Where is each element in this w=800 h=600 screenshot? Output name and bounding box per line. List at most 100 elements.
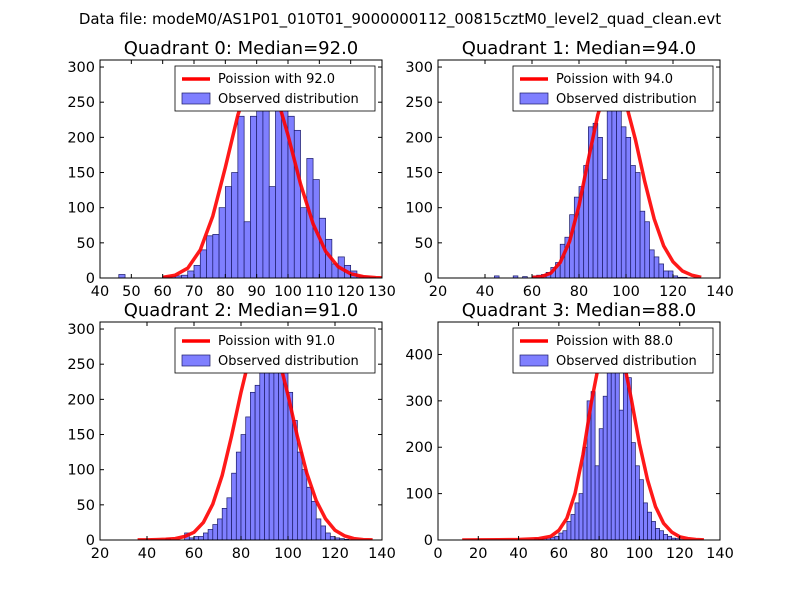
y-tick-label: 100 bbox=[405, 487, 433, 503]
histogram-bar bbox=[597, 137, 603, 278]
legend-bar-label: Observed distribution bbox=[218, 92, 359, 107]
histogram-bar bbox=[198, 536, 204, 540]
x-tick-label: 60 bbox=[550, 546, 568, 562]
y-tick-label: 200 bbox=[405, 440, 433, 456]
x-tick-label: 0 bbox=[433, 546, 442, 562]
histogram-bar bbox=[206, 235, 214, 278]
histogram-bar bbox=[639, 210, 646, 278]
histogram-bar bbox=[625, 137, 632, 278]
x-tick-label: 40 bbox=[138, 546, 156, 562]
histogram-bar bbox=[667, 270, 674, 278]
y-tick-label: 150 bbox=[405, 166, 433, 182]
histogram-bar bbox=[554, 535, 560, 540]
histogram-bar bbox=[250, 115, 258, 278]
panel-quadrant-3: Quadrant 3: Median=88.0 0 20 40 60 80 100 120 14… bbox=[405, 300, 734, 562]
histogram-bar bbox=[594, 465, 600, 540]
histogram-bar bbox=[620, 126, 627, 278]
y-tick-label: 300 bbox=[67, 60, 95, 76]
histogram-bar bbox=[562, 530, 568, 540]
panel-title: Quadrant 1: Median=94.0 bbox=[462, 38, 697, 59]
x-tick-label: 20 bbox=[91, 546, 109, 562]
histogram-bar bbox=[226, 497, 232, 540]
histogram-bar bbox=[655, 528, 660, 540]
histogram-bar bbox=[663, 534, 668, 540]
histogram-bar bbox=[643, 502, 648, 540]
x-tick-label: 120 bbox=[659, 284, 687, 300]
histogram-bar bbox=[606, 94, 613, 278]
x-tick-label: 100 bbox=[274, 284, 302, 300]
x-tick-label: 140 bbox=[368, 546, 396, 562]
y-tick-label: 100 bbox=[67, 463, 95, 479]
histogram-bar bbox=[311, 500, 317, 540]
x-tick-label: 40 bbox=[476, 284, 494, 300]
y-tick-label: 0 bbox=[424, 271, 433, 287]
histogram-bar bbox=[231, 472, 237, 540]
y-tick-label: 50 bbox=[77, 498, 95, 514]
histogram-bar bbox=[221, 508, 228, 540]
legend: Poission with 92.0 Observed distribution bbox=[174, 65, 376, 112]
histogram-bar bbox=[602, 179, 608, 278]
legend: Poission with 91.0 Observed distribution bbox=[174, 327, 376, 374]
histogram-bar bbox=[578, 493, 584, 540]
histogram-bar bbox=[207, 529, 214, 540]
histogram-bar bbox=[610, 354, 616, 540]
histogram-bar bbox=[320, 525, 326, 540]
histogram-bar bbox=[224, 186, 232, 278]
histogram-bar bbox=[203, 532, 209, 540]
histogram-bar bbox=[566, 521, 572, 540]
x-tick-label: 100 bbox=[612, 284, 640, 300]
y-tick-label: 200 bbox=[67, 392, 95, 408]
histogram-bar bbox=[235, 451, 242, 540]
x-tick-label: 120 bbox=[666, 546, 694, 562]
x-tick-label: 80 bbox=[590, 546, 608, 562]
y-tick-label: 250 bbox=[67, 95, 95, 111]
subplot-grid: Quadrant 0: Median=92.040 50 60 70 80 90 100 11… bbox=[67, 38, 734, 562]
x-tick-label: 100 bbox=[274, 546, 302, 562]
y-tick-label: 100 bbox=[405, 201, 433, 217]
histogram-bar bbox=[630, 165, 636, 278]
y-tick-label: 0 bbox=[424, 533, 433, 549]
histogram-bar bbox=[193, 536, 200, 540]
y-tick-label: 250 bbox=[405, 95, 433, 111]
histogram-bar bbox=[254, 384, 261, 540]
legend-line-label: Poission with 91.0 bbox=[218, 334, 335, 349]
legend-line-label: Poission with 92.0 bbox=[218, 72, 335, 87]
legend-bar-label: Observed distribution bbox=[556, 354, 697, 369]
x-tick-label: 80 bbox=[570, 284, 588, 300]
histogram-bar bbox=[243, 221, 251, 278]
legend-bar-label: Observed distribution bbox=[218, 354, 359, 369]
y-tick-label: 0 bbox=[86, 533, 95, 549]
axes-frame bbox=[99, 59, 383, 279]
panel-title: Quadrant 2: Median=91.0 bbox=[124, 300, 359, 321]
axes-frame bbox=[437, 321, 721, 541]
histogram-bar bbox=[187, 270, 195, 278]
histogram-bar bbox=[631, 442, 636, 540]
y-tick-label: 200 bbox=[67, 130, 95, 146]
histogram-bar bbox=[118, 274, 126, 278]
histogram-bar bbox=[306, 486, 312, 540]
x-tick-label: 90 bbox=[247, 284, 265, 300]
histogram-bar bbox=[592, 122, 599, 278]
legend-line-label: Poission with 94.0 bbox=[556, 72, 673, 87]
histogram-bar bbox=[245, 416, 251, 540]
x-tick-label: 40 bbox=[509, 546, 527, 562]
histogram-bar bbox=[329, 536, 336, 540]
histogram-bar bbox=[574, 502, 580, 540]
histogram-bars bbox=[118, 66, 377, 278]
x-tick-label: 140 bbox=[706, 546, 734, 562]
histogram-bar bbox=[598, 428, 604, 540]
x-tick-label: 100 bbox=[626, 546, 654, 562]
histogram-bar bbox=[618, 409, 624, 540]
x-tick-label: 70 bbox=[185, 284, 203, 300]
legend-bar-swatch bbox=[519, 354, 549, 367]
histogram-bar bbox=[622, 363, 628, 540]
y-tick-label: 150 bbox=[67, 166, 95, 182]
histogram-bar bbox=[558, 532, 564, 540]
x-tick-label: 80 bbox=[232, 546, 250, 562]
histogram-bar bbox=[268, 186, 276, 278]
histogram-bar bbox=[212, 524, 218, 540]
y-tick-label: 150 bbox=[67, 428, 95, 444]
histogram-bar bbox=[262, 94, 270, 278]
histogram-bar bbox=[240, 434, 247, 540]
figure-suptitle: Data file: modeM0/AS1P01_010T01_90000001… bbox=[79, 10, 721, 29]
